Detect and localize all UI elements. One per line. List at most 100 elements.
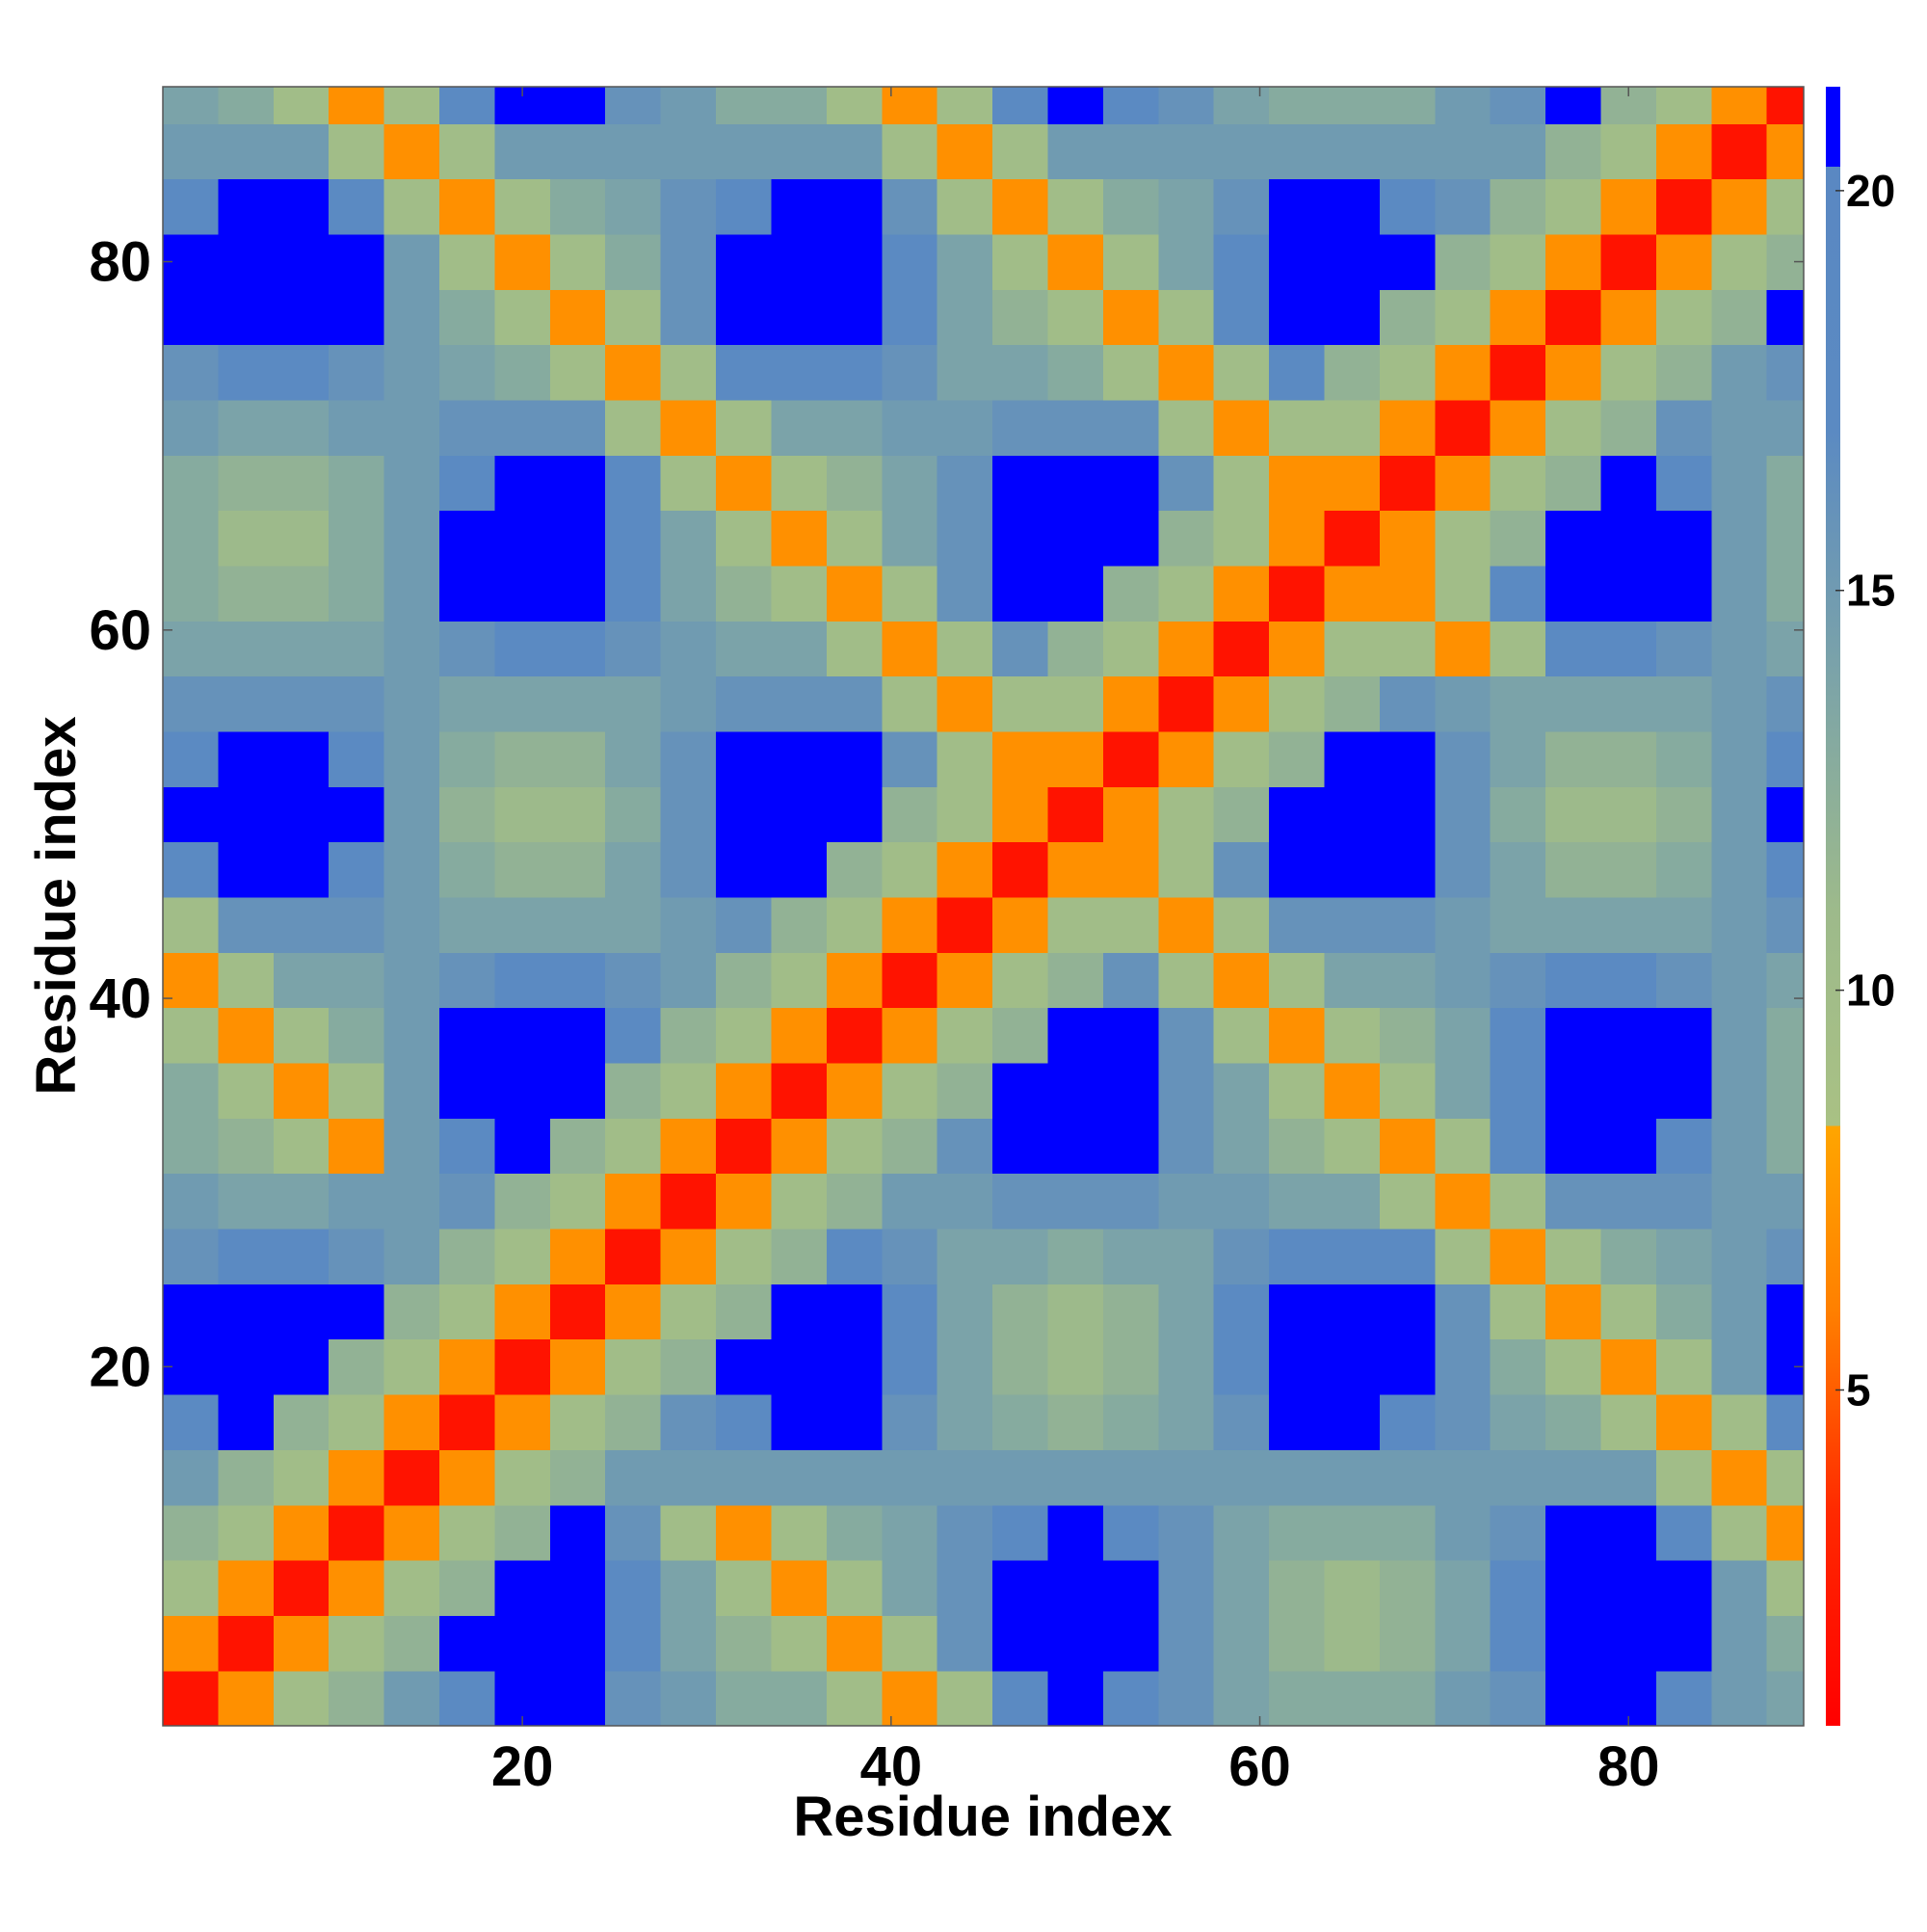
cell [1047, 1670, 1104, 1726]
x-tick-label: 20 [491, 1735, 554, 1798]
cell [549, 178, 606, 235]
cell [882, 1173, 938, 1230]
cell [1435, 1284, 1491, 1340]
cell [1545, 344, 1602, 401]
cell [937, 1007, 993, 1064]
cell [163, 87, 220, 124]
cell [1711, 565, 1768, 622]
cell [1600, 289, 1657, 346]
cell [1102, 344, 1159, 401]
cell [1324, 178, 1381, 235]
cell [273, 178, 330, 235]
cell [329, 1228, 385, 1284]
cell [1600, 455, 1657, 512]
cell [439, 1118, 496, 1175]
cell [1655, 87, 1712, 124]
cell [660, 344, 717, 401]
cell [383, 1228, 440, 1284]
cell [383, 123, 440, 180]
cell [273, 510, 330, 567]
cell [1269, 1504, 1326, 1561]
cell [1269, 233, 1326, 290]
cell [826, 896, 883, 953]
cell [163, 1504, 220, 1561]
cell [1324, 1393, 1381, 1450]
cell [273, 621, 330, 677]
cell [1047, 1393, 1104, 1450]
cell [826, 510, 883, 567]
cell [163, 1173, 220, 1230]
cell [1102, 178, 1159, 235]
x-axis-label: Residue index [793, 1786, 1172, 1848]
cell [771, 565, 828, 622]
cell [1102, 952, 1159, 1009]
cell [218, 1284, 275, 1340]
cell [1379, 621, 1436, 677]
cell [660, 399, 717, 456]
cell [1324, 1670, 1381, 1726]
cell [439, 289, 496, 346]
cell [882, 1670, 938, 1726]
cell [1158, 1670, 1215, 1726]
cell [1102, 123, 1159, 180]
cell [826, 344, 883, 401]
cell [1766, 1393, 1804, 1450]
cell [1655, 455, 1712, 512]
cell [1213, 1338, 1270, 1395]
cell [439, 1504, 496, 1561]
cell [383, 178, 440, 235]
cell [1158, 1173, 1215, 1230]
cell [605, 344, 662, 401]
cell [1102, 1449, 1159, 1506]
cell [605, 730, 662, 787]
cell [383, 455, 440, 512]
cell [826, 87, 883, 124]
cell [1600, 1559, 1657, 1616]
cell [992, 1338, 1049, 1395]
cell [329, 233, 385, 290]
cell [1435, 1449, 1491, 1506]
cell [273, 1062, 330, 1119]
cell [826, 1615, 883, 1672]
cell [163, 455, 220, 512]
cell [494, 123, 551, 180]
cell [660, 730, 717, 787]
cell [383, 896, 440, 953]
cell [826, 1118, 883, 1175]
cell [992, 1173, 1049, 1230]
cell [937, 1670, 993, 1726]
cell [1269, 289, 1326, 346]
cell [1158, 1062, 1215, 1119]
cell [329, 1670, 385, 1726]
cell [1379, 233, 1436, 290]
cell [1490, 233, 1546, 290]
cell [329, 344, 385, 401]
cell [1766, 565, 1804, 622]
cell [1213, 1504, 1270, 1561]
cell [494, 1449, 551, 1506]
cell [826, 675, 883, 732]
cell [1269, 621, 1326, 677]
cell [937, 1559, 993, 1616]
cell [329, 786, 385, 843]
cell [1047, 1615, 1104, 1672]
cell [439, 123, 496, 180]
cell [218, 1670, 275, 1726]
y-axis-label: Residue index [25, 716, 88, 1095]
cell [1158, 1559, 1215, 1616]
cell [1545, 1449, 1602, 1506]
cell [1600, 1007, 1657, 1064]
cell [605, 1559, 662, 1616]
cell [1711, 87, 1768, 124]
cell [1324, 1504, 1381, 1561]
cell [716, 1228, 773, 1284]
cell [1711, 896, 1768, 953]
cell [660, 1228, 717, 1284]
cell [1711, 675, 1768, 732]
cell [273, 399, 330, 456]
cell [383, 344, 440, 401]
cell [1213, 178, 1270, 235]
cell [605, 1504, 662, 1561]
cell [1047, 1449, 1104, 1506]
